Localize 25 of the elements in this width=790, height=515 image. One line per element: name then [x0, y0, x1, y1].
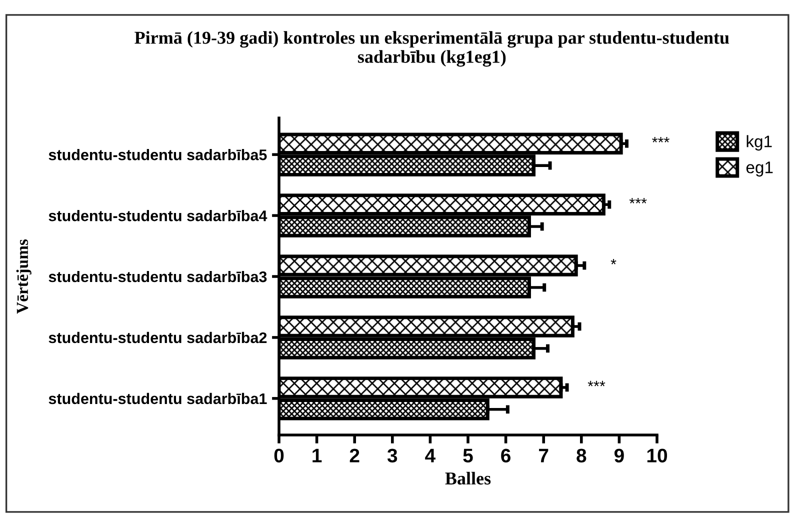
- x-tick-label: 8: [576, 448, 586, 462]
- x-tick-label: 5: [463, 448, 473, 462]
- x-tick-label: 7: [539, 448, 548, 462]
- y-axis-title: Vērtējums: [16, 239, 32, 314]
- y-tick-label: studentu-studentu sadarbība5: [48, 149, 267, 160]
- x-tick-label: 10: [647, 448, 668, 462]
- x-axis-title: Balles: [445, 472, 491, 485]
- y-tick-label: studentu-studentu sadarbība3: [48, 270, 267, 282]
- annotation: ***: [588, 380, 606, 386]
- y-tick-label: studentu-studentu sadarbība2: [48, 332, 267, 344]
- x-tick-label: 0: [274, 448, 284, 462]
- x-tick-label: 1: [312, 448, 322, 462]
- legend-label: kg1: [746, 135, 772, 151]
- x-tick-label: 6: [501, 448, 511, 462]
- legend-label: eg1: [746, 162, 773, 177]
- annotation: ***: [629, 198, 647, 204]
- y-tick-label: studentu-studentu sadarbība1: [48, 392, 267, 404]
- x-tick-label: 9: [614, 448, 624, 462]
- chart-title: Pirmā (19-39 gadi) kontroles un eksperimentālā grupa par studentu-studentu sadarbību (kg1eg1): [134, 31, 730, 67]
- annotation: ***: [652, 137, 670, 142]
- y-tick-label: studentu-studentu sadarbība4: [48, 210, 268, 222]
- x-tick-label: 4: [425, 448, 436, 462]
- x-tick-label: 2: [350, 448, 360, 462]
- annotation: *: [610, 258, 616, 264]
- x-tick-label: 3: [387, 448, 398, 463]
